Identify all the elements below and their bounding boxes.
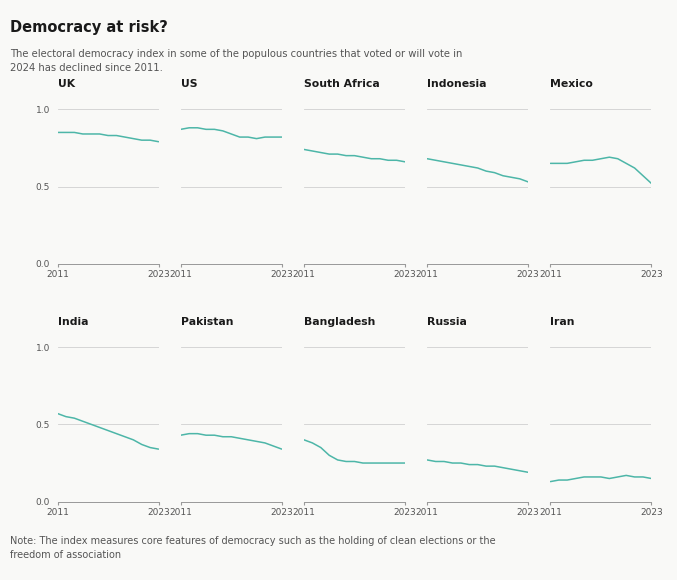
Text: India: India — [58, 317, 88, 327]
Text: South Africa: South Africa — [304, 79, 380, 89]
Text: UK: UK — [58, 79, 74, 89]
Text: Russia: Russia — [427, 317, 467, 327]
Text: The electoral democracy index in some of the populous countries that voted or wi: The electoral democracy index in some of… — [10, 49, 462, 73]
Text: US: US — [181, 79, 197, 89]
Text: Mexico: Mexico — [550, 79, 593, 89]
Text: Indonesia: Indonesia — [427, 79, 487, 89]
Text: Bangladesh: Bangladesh — [304, 317, 375, 327]
Text: Note: The index measures core features of democracy such as the holding of clean: Note: The index measures core features o… — [10, 536, 496, 560]
Text: Iran: Iran — [550, 317, 575, 327]
Text: Democracy at risk?: Democracy at risk? — [10, 20, 168, 35]
Text: Pakistan: Pakistan — [181, 317, 234, 327]
